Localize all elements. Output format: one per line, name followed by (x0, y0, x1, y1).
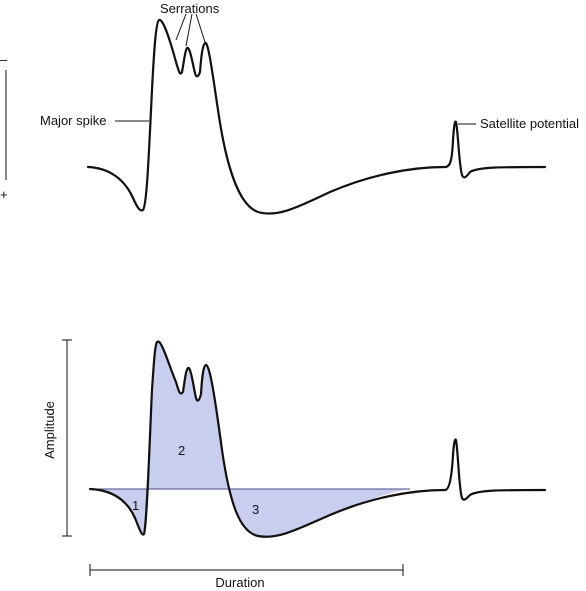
area-2-label: 2 (178, 443, 185, 458)
bottom-panel: 1 2 3 Amplitude Duration (42, 339, 547, 590)
top-waveform (86, 18, 547, 215)
bottom-waveform (88, 340, 547, 538)
polarity-plus-label: + (0, 187, 8, 202)
amplitude-label: Amplitude (42, 401, 57, 459)
serrations-pointer-1 (175, 13, 187, 41)
serrations-pointer-2 (185, 13, 193, 47)
area-1-label: 1 (132, 498, 139, 513)
serrations-pointer-3 (195, 13, 206, 43)
area-1-fill (90, 489, 148, 535)
satellite-potential-label: Satellite potential (480, 116, 579, 131)
area-2-fill (148, 342, 230, 489)
duration-label: Duration (215, 575, 264, 590)
top-panel: – + Serrations Major spike Satellite pot… (0, 1, 579, 215)
area-3-fill (230, 489, 410, 537)
serrations-label: Serrations (160, 1, 220, 16)
polarity-minus-label: – (0, 52, 8, 67)
area-3-label: 3 (252, 502, 259, 517)
major-spike-label: Major spike (40, 113, 106, 128)
